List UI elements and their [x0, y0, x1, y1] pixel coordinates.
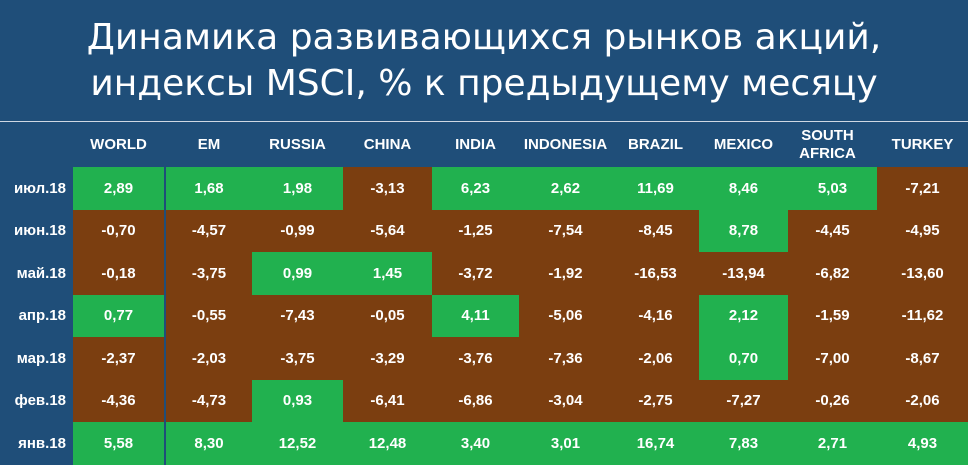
table-cell: -7,21: [877, 167, 968, 210]
table-cell: 1,68: [166, 167, 252, 210]
table-cell: -4,73: [166, 379, 252, 422]
column-header: INDONESIA: [523, 136, 608, 153]
table-cell: 4,11: [432, 294, 519, 337]
column-header: WORLD: [90, 136, 147, 153]
chart-title: Динамика развивающихся рынков акций, инд…: [0, 0, 968, 120]
table-cell: 16,74: [612, 422, 699, 465]
heatmap-table: WORLD EM RUSSIA CHINA INDIA INDONESIA BRAZIL ME…: [13, 127, 968, 465]
column-header: MEXICO: [713, 136, 774, 153]
table-cell: 3,40: [432, 422, 519, 465]
table-cell: -13,94: [699, 252, 788, 295]
table-cell: -4,36: [73, 379, 164, 422]
row-label: май.18: [16, 264, 66, 282]
table-cell: -7,27: [699, 379, 788, 422]
table-cell: -0,99: [252, 209, 343, 252]
table-cell: 12,48: [343, 422, 432, 465]
table-cell: -3,04: [519, 379, 612, 422]
table-cell: -4,45: [788, 209, 877, 252]
row-label: мар.18: [16, 349, 66, 367]
table-cell: 0,77: [73, 294, 164, 337]
table-cell: -3,76: [432, 337, 519, 380]
column-header: BRAZIL: [628, 136, 683, 153]
table-cell: -11,62: [877, 294, 968, 337]
table-cell: 11,69: [612, 167, 699, 210]
row-label: июн.18: [14, 222, 66, 240]
table-cell: -7,36: [519, 337, 612, 380]
table-cell: -16,53: [612, 252, 699, 295]
table-cell: 2,71: [788, 422, 877, 465]
table-cell: -4,95: [877, 209, 968, 252]
table-cell: -2,06: [612, 337, 699, 380]
table-cell: -0,70: [73, 209, 164, 252]
table-cell: -1,59: [788, 294, 877, 337]
table-cell: -3,29: [343, 337, 432, 380]
table-cell: 5,03: [788, 167, 877, 210]
table-cell: 0,99: [252, 252, 343, 295]
table-cell: -8,45: [612, 209, 699, 252]
table-cell: -5,06: [519, 294, 612, 337]
table-cell: -6,82: [788, 252, 877, 295]
table-cell: -4,16: [612, 294, 699, 337]
table-cell: -0,05: [343, 294, 432, 337]
table-cell: 2,62: [519, 167, 612, 210]
table-cell: -5,64: [343, 209, 432, 252]
table-cell: -3,75: [166, 252, 252, 295]
table-cell: -0,26: [788, 379, 877, 422]
table-cell: -1,92: [519, 252, 612, 295]
table-cell: -2,75: [612, 379, 699, 422]
table-cell: -0,18: [73, 252, 164, 295]
table-cell: -6,41: [343, 379, 432, 422]
table-cell: -3,72: [432, 252, 519, 295]
column-header: EM: [197, 136, 221, 153]
row-label: фев.18: [14, 392, 66, 410]
column-header: RUSSIA: [269, 136, 326, 153]
table-cell: -7,43: [252, 294, 343, 337]
table-cell: 8,30: [166, 422, 252, 465]
chart-title-line-2: индексы MSCI, % к предыдущему месяцу: [90, 63, 878, 104]
table-cell: -0,55: [166, 294, 252, 337]
table-cell: 8,78: [699, 209, 788, 252]
column-header: INDIA: [455, 136, 496, 153]
table-cell: -8,67: [877, 337, 968, 380]
column-header: TURKEY: [891, 136, 954, 153]
table-cell: 7,83: [699, 422, 788, 465]
table-cell: -6,86: [432, 379, 519, 422]
row-label: апр.18: [18, 307, 66, 325]
table-cell: 6,23: [432, 167, 519, 210]
table-cell: -7,54: [519, 209, 612, 252]
table-cell: 2,89: [73, 167, 164, 210]
table-cell: 0,70: [699, 337, 788, 380]
chart-title-line-1: Динамика развивающихся рынков акций,: [86, 17, 882, 58]
column-header: SOUTH AFRICA: [799, 127, 856, 162]
table-cell: -2,37: [73, 337, 164, 380]
table-cell: -2,03: [166, 337, 252, 380]
table-cell: -3,75: [252, 337, 343, 380]
table-cell: 4,93: [877, 422, 968, 465]
table-cell: -1,25: [432, 209, 519, 252]
table-cell: -13,60: [877, 252, 968, 295]
table-cell: 5,58: [73, 422, 164, 465]
table-cell: 1,45: [343, 252, 432, 295]
table-cell: 1,98: [252, 167, 343, 210]
table-cell: -4,57: [166, 209, 252, 252]
row-label: янв.18: [18, 434, 66, 452]
title-divider: [0, 121, 968, 122]
table-cell: 12,52: [252, 422, 343, 465]
table-cell: -3,13: [343, 167, 432, 210]
table-cell: 3,01: [519, 422, 612, 465]
table-cell: 2,12: [699, 294, 788, 337]
table-cell: 8,46: [699, 167, 788, 210]
table-cell: -2,06: [877, 379, 968, 422]
table-cell: 0,93: [252, 379, 343, 422]
table-cell: -7,00: [788, 337, 877, 380]
column-header: CHINA: [363, 136, 412, 153]
row-label: июл.18: [13, 179, 66, 197]
